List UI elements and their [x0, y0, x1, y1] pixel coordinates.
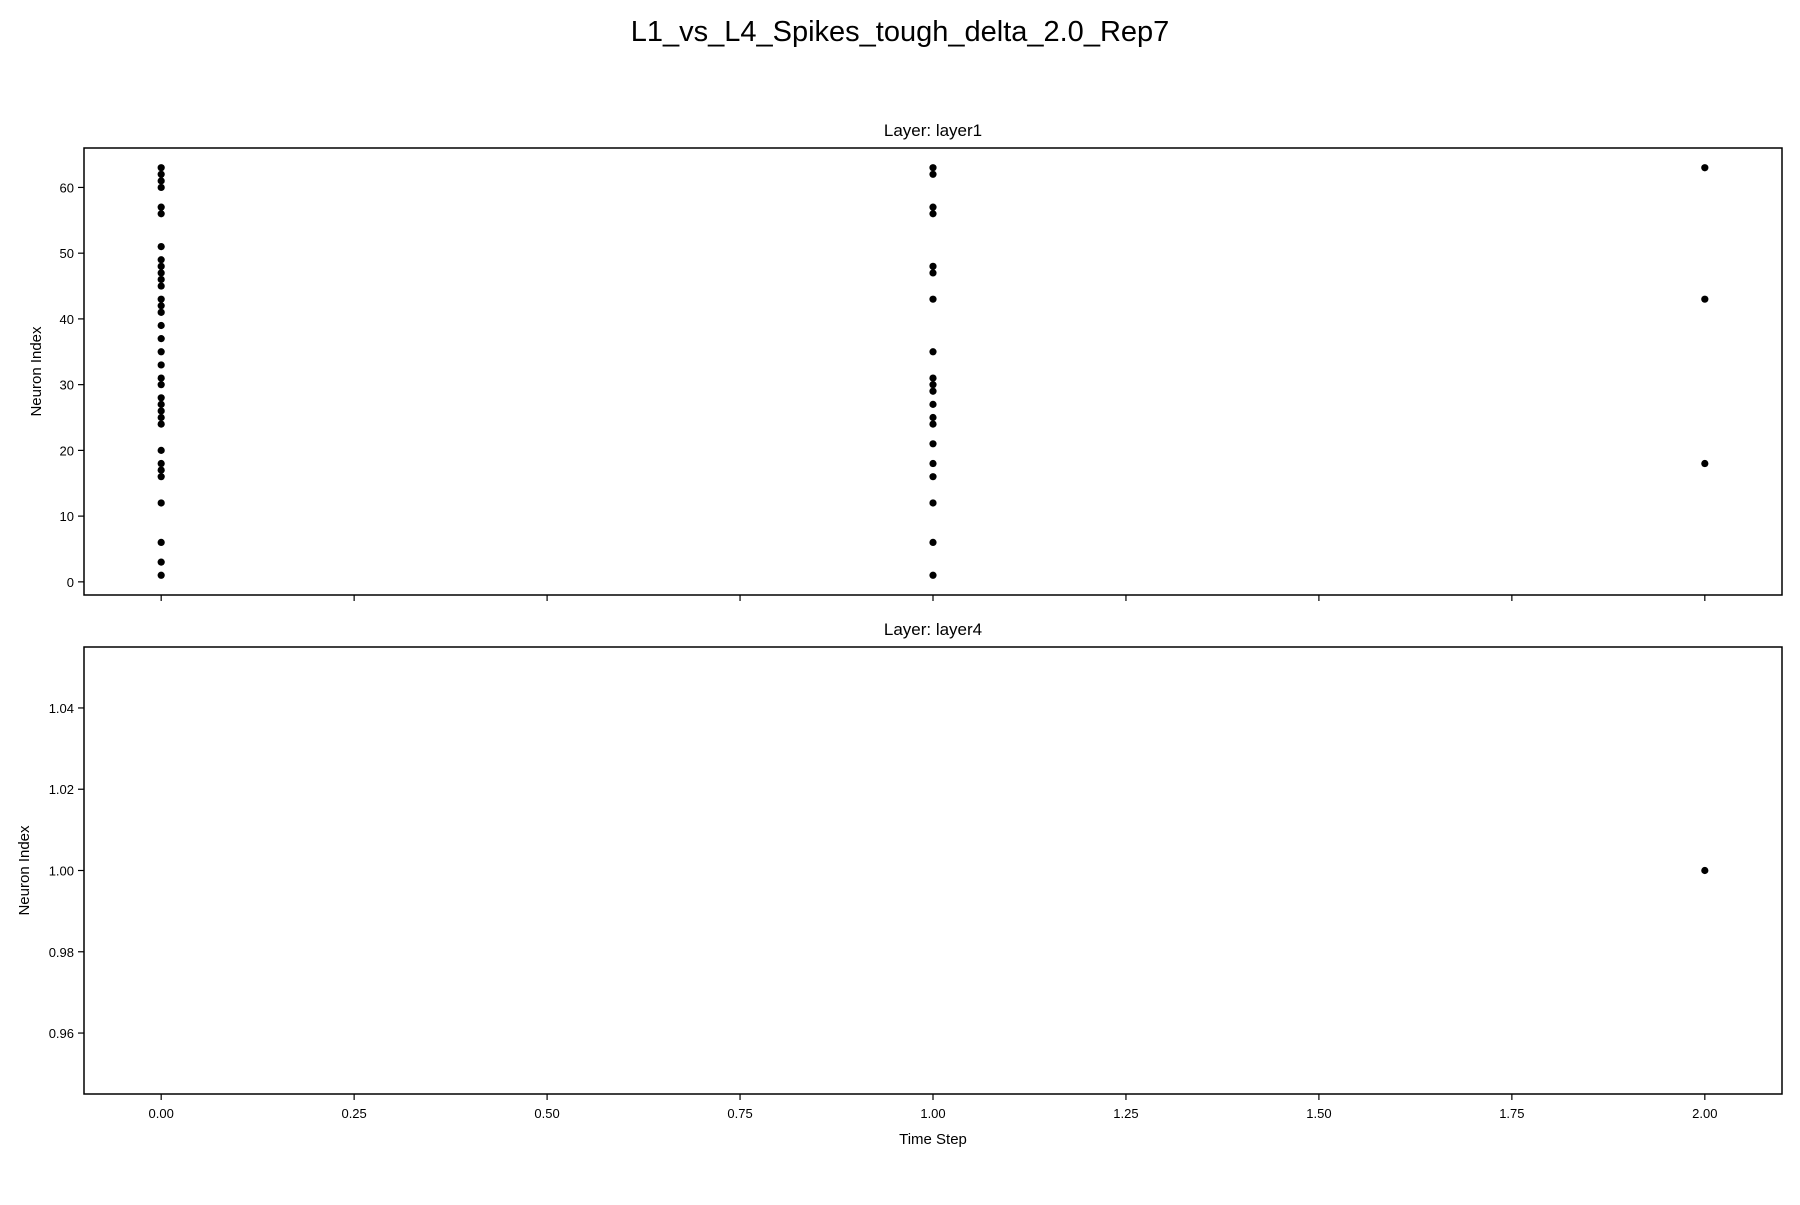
subplot-2-axes-frame — [83, 646, 1783, 1095]
subplot-1-spike-point — [929, 269, 937, 277]
subplot-1-spike-point — [1701, 459, 1709, 468]
figure-title: L1_vs_L4_Spikes_tough_delta_2.0_Rep7 — [630, 16, 1170, 48]
subplot-2-ytick-label: 1.04 — [49, 701, 74, 716]
subplot-1-spike-point — [157, 361, 165, 369]
subplot-2-xtick-label: 0.75 — [727, 1106, 752, 1121]
subplot-2-xtick-label: 1.00 — [920, 1106, 945, 1121]
subplot-1-ytick-label: 0 — [67, 575, 74, 590]
subplot-1-spike-point — [157, 308, 165, 316]
subplot-1-spike-point — [157, 321, 165, 330]
subplot-1-ytick-label: 30 — [60, 378, 74, 393]
subplot-1-spike-point — [157, 302, 165, 310]
subplot-1-spike-point — [929, 164, 937, 172]
subplot-1-spike-point — [929, 571, 937, 579]
subplot-2-xtick-label: 0.25 — [341, 1106, 366, 1121]
subplot-2-xtick-label: 1.50 — [1306, 1106, 1331, 1121]
subplot-1-spike-point — [929, 203, 937, 211]
subplot-2-xtick-label: 0.50 — [534, 1106, 559, 1121]
subplot-1-spike-point — [157, 348, 165, 356]
subplot-1-spike-point — [157, 446, 165, 454]
subplot-2-xtick-label: 0.00 — [149, 1106, 174, 1121]
subplot-1-spike-point — [157, 262, 165, 270]
subplot-1-spike-point — [1701, 295, 1709, 303]
subplot-1-spike-point — [157, 295, 165, 303]
subplot-1-spike-point — [157, 275, 165, 284]
subplot-1-ylabel: Neuron Index — [28, 326, 45, 417]
subplot-1-spike-point — [157, 473, 165, 481]
subplot-2-ytick-label: 0.98 — [49, 945, 74, 960]
subplot-2-xtick-label: 2.00 — [1692, 1106, 1717, 1121]
subplot-1-spike-point — [157, 183, 165, 192]
subplot-1-spike-point — [157, 177, 165, 185]
subplot-1-title: Layer: layer1 — [884, 121, 982, 140]
subplot-1-spike-point — [929, 499, 937, 507]
subplot-1-spike-point — [157, 394, 165, 402]
subplot-1-spike-point — [929, 170, 937, 178]
subplot-1-spike-point — [929, 538, 937, 547]
subplot-1-spike-point — [929, 459, 937, 468]
subplot-1-spike-point — [157, 407, 165, 415]
subplot-1-ytick-label: 40 — [60, 312, 74, 327]
subplot-2-xlabel: Time Step — [899, 1131, 967, 1148]
subplot-1-spike-point — [157, 164, 165, 172]
subplot-2-xtick-label: 1.75 — [1499, 1106, 1524, 1121]
subplot-1-spike-point — [929, 420, 937, 428]
subplot-1-spike-point — [157, 420, 165, 428]
subplot-1-ytick-label: 50 — [60, 246, 74, 261]
subplot-2-spike-point — [1701, 866, 1709, 875]
subplot-1-spike-point — [157, 243, 165, 251]
subplot-1-spike-point — [157, 203, 165, 211]
subplot-1-spike-point — [157, 374, 165, 382]
subplot-1-spike-point — [1701, 164, 1709, 172]
subplot-1-spike-point — [157, 210, 165, 218]
subplot-1-spike-point — [929, 381, 937, 389]
subplot-1-spike-point — [929, 413, 937, 422]
subplot-1-spike-point — [157, 269, 165, 277]
subplot-1-spike-point — [929, 473, 937, 481]
subplot-1-ytick-label: 20 — [60, 443, 74, 458]
subplot-2-ytick-label: 0.96 — [49, 1026, 74, 1041]
subplot-1-spike-point — [157, 466, 165, 474]
subplot-1-spike-point — [157, 571, 165, 579]
subplot-2-xtick-label: 1.25 — [1113, 1106, 1138, 1121]
subplot-1-spike-point — [157, 459, 165, 468]
subplot-1-spike-point — [929, 400, 937, 408]
subplot-1-spike-point — [157, 282, 165, 290]
subplot-1-spike-point — [157, 170, 165, 178]
subplot-1-spike-point — [157, 499, 165, 507]
subplot-1-spike-point — [157, 400, 165, 408]
subplot-1-spike-point — [929, 440, 937, 448]
subplot-1-spike-point — [157, 256, 165, 264]
subplot-1-spike-point — [929, 295, 937, 303]
subplot-2-ytick-label: 1.00 — [49, 864, 74, 879]
subplot-2-ytick-label: 1.02 — [49, 782, 74, 797]
subplot-1-spike-point — [929, 348, 937, 356]
subplot-1-spike-point — [929, 210, 937, 218]
subplot-1-spike-point — [157, 335, 165, 343]
subplot-1-spike-point — [929, 262, 937, 270]
subplot-2-ylabel: Neuron Index — [16, 825, 33, 916]
subplot-1-spike-point — [157, 381, 165, 389]
subplot-1-ytick-label: 60 — [60, 180, 74, 195]
subplot-1-spike-point — [157, 558, 165, 566]
subplot-1-spike-point — [929, 387, 937, 395]
subplot-1-spike-point — [157, 538, 165, 547]
subplot-1-spike-point — [157, 413, 165, 422]
subplot-2-title: Layer: layer4 — [884, 620, 982, 639]
subplot-1-spike-point — [929, 374, 937, 382]
subplot-1-ytick-label: 10 — [60, 509, 74, 524]
